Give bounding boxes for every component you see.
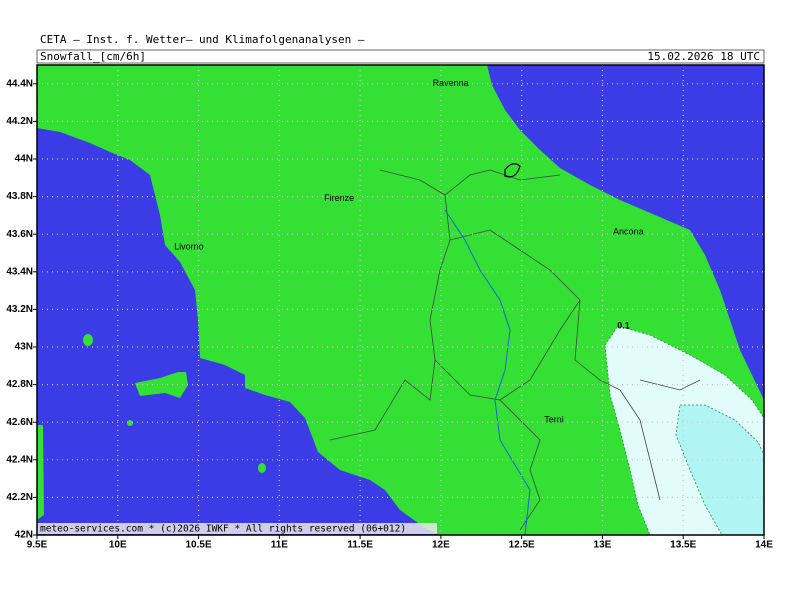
lat-tick-label: 44.4N	[6, 78, 33, 89]
lon-tick-label: 14E	[755, 540, 773, 551]
contour-label: 0.1	[617, 321, 630, 331]
lon-tick-label: 9.5E	[27, 540, 48, 551]
lon-tick-label: 10E	[109, 540, 127, 551]
lon-tick-label: 11E	[271, 540, 289, 551]
city-label: Livorno	[174, 242, 204, 252]
city-label: Ravenna	[433, 78, 469, 88]
city-label: Firenze	[324, 193, 354, 203]
source: CETA — Inst. f. Wetter— und Klimafolgena…	[40, 33, 365, 46]
lat-tick-label: 43.2N	[6, 304, 33, 315]
lat-tick-label: 43.8N	[6, 191, 33, 202]
san-marino	[504, 163, 521, 178]
city-label: Ancona	[613, 227, 644, 237]
lat-tick-label: 44N	[15, 154, 33, 165]
lon-tick-label: 13.5E	[670, 540, 696, 551]
border	[329, 169, 701, 531]
island	[83, 334, 93, 346]
land	[37, 425, 44, 520]
island	[135, 372, 188, 398]
copyright: meteo-services.com * (c)2026 IWKF * All …	[40, 524, 406, 535]
lat-tick-label: 42.2N	[6, 492, 33, 503]
land	[37, 65, 764, 535]
lat-tick-label: 43.6N	[6, 229, 33, 240]
lon-tick-label: 10.5E	[185, 540, 211, 551]
lat-tick-label: 42N	[15, 530, 33, 541]
lat-tick-label: 42.4N	[6, 454, 33, 465]
lat-tick-label: 43N	[15, 342, 33, 353]
title: Snowfall_[cm/6h]	[40, 50, 146, 63]
map-area	[37, 65, 765, 536]
lat-tick-label: 43.4N	[6, 266, 33, 277]
copyright-bar	[37, 523, 437, 534]
lat-tick-label: 42.6N	[6, 417, 33, 428]
date: 15.02.2026 18 UTC	[647, 50, 760, 63]
lon-tick-label: 12.5E	[509, 540, 535, 551]
river	[444, 209, 531, 536]
lon-tick-label: 11.5E	[347, 540, 373, 551]
lon-tick-label: 12E	[432, 540, 450, 551]
frame	[36, 64, 765, 536]
island	[258, 463, 266, 473]
island	[127, 420, 133, 426]
lat-tick-label: 42.8N	[6, 379, 33, 390]
lon-tick-label: 13E	[594, 540, 612, 551]
title-bar	[36, 49, 765, 64]
lat-tick-label: 44.2N	[6, 116, 33, 127]
city-label: Terni	[544, 415, 564, 425]
